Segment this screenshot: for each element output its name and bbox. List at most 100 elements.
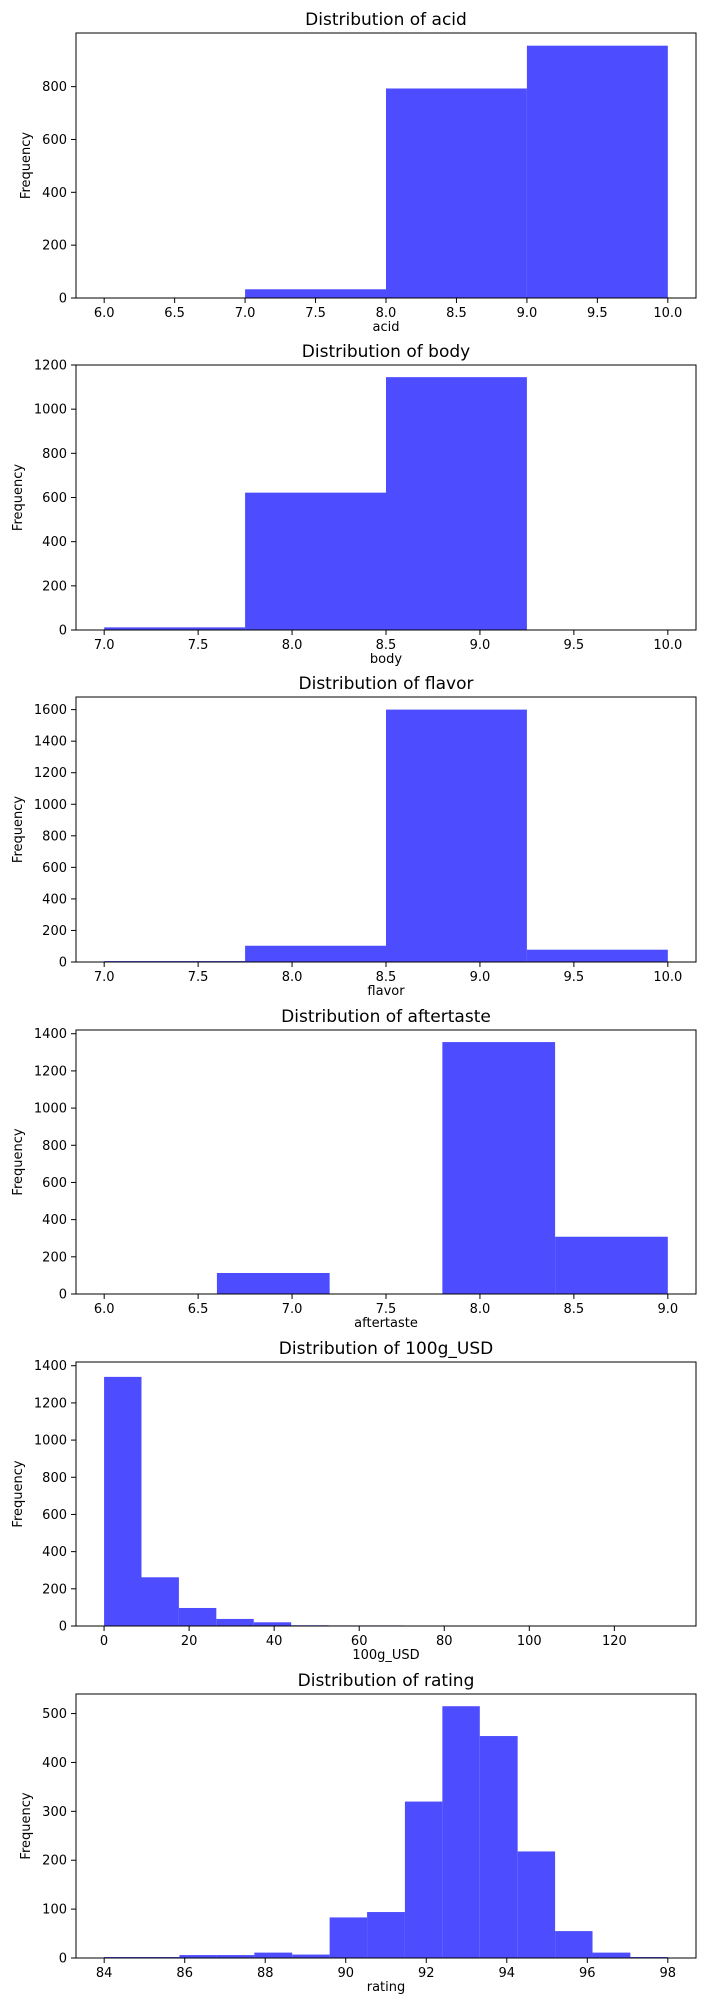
chart-panel: 6.0 6.5 7.0 7.5 8.0 8.5 9.0 9.5 10.0 0 200 400 600 80…	[19, 10, 697, 335]
histogram-bar	[216, 1618, 254, 1626]
x-tick-label: 86	[176, 1966, 193, 1981]
y-axis-label: Frequency	[11, 1460, 26, 1527]
x-tick-label: 92	[418, 1966, 435, 1981]
y-tick-label: 400	[42, 892, 67, 907]
x-tick-label: 8.0	[282, 970, 303, 985]
x-tick-label: 9.0	[517, 306, 538, 321]
y-tick-label: 400	[42, 535, 67, 550]
x-tick-label: 6.5	[164, 306, 185, 321]
histogram-bar	[104, 627, 246, 630]
x-tick-label: 98	[660, 1966, 677, 1981]
histogram-bar	[216, 1955, 255, 1958]
x-tick-label: 9.0	[657, 1302, 678, 1317]
chart-panel: 84 86 88 90 92 94 96 98 0 100 200 300 400 500 Distribu…	[19, 1671, 697, 1995]
x-tick-label: 96	[579, 1966, 596, 1981]
x-tick-label: 7.0	[235, 306, 256, 321]
histogram-bar	[141, 1577, 179, 1626]
x-tick-label: 100	[517, 1634, 542, 1649]
x-tick-label: 7.5	[188, 638, 209, 653]
x-tick-label: 7.0	[94, 638, 115, 653]
x-tick-label: 94	[499, 1966, 516, 1981]
histogram-bar	[517, 1851, 556, 1958]
histogram-bar	[329, 1917, 368, 1958]
y-tick-label: 1000	[34, 1434, 67, 1449]
histogram-bar	[555, 1236, 668, 1294]
x-axis-label: rating	[367, 1980, 406, 1995]
y-tick-label: 1400	[34, 1359, 67, 1374]
chart-title: Distribution of body	[302, 342, 470, 362]
y-tick-label: 200	[42, 924, 67, 939]
y-tick-label: 1200	[34, 1064, 67, 1079]
x-tick-label: 9.5	[587, 306, 608, 321]
y-tick-label: 500	[42, 1707, 67, 1722]
y-axis-label: Frequency	[11, 464, 26, 531]
histogram-bar	[104, 1376, 142, 1626]
y-tick-label: 400	[42, 1213, 67, 1228]
histogram-bar	[386, 88, 527, 298]
histogram-bar	[442, 1706, 480, 1958]
chart-title: Distribution of 100g_USD	[279, 1339, 493, 1359]
x-tick-label: 120	[602, 1634, 627, 1649]
x-tick-label: 6.5	[188, 1302, 209, 1317]
x-tick-label: 8.5	[446, 306, 467, 321]
y-tick-label: 800	[42, 80, 67, 95]
x-tick-label: 8.5	[564, 1302, 585, 1317]
x-tick-label: 0	[100, 1634, 108, 1649]
y-tick-label: 200	[42, 1250, 67, 1265]
chart-title: Distribution of acid	[305, 10, 467, 30]
y-tick-label: 0	[59, 292, 67, 307]
y-axis-label: Frequency	[11, 796, 26, 863]
y-tick-label: 800	[42, 829, 67, 844]
y-tick-label: 1200	[34, 1396, 67, 1411]
y-tick-label: 1200	[34, 766, 67, 781]
x-axis-label: 100g_USD	[352, 1648, 419, 1663]
y-tick-label: 200	[42, 1582, 67, 1597]
x-tick-label: 20	[181, 1634, 198, 1649]
histogram-bar	[386, 377, 527, 630]
x-tick-label: 7.0	[94, 970, 115, 985]
histogram-bar	[404, 1801, 443, 1958]
y-tick-label: 0	[59, 1952, 67, 1967]
histogram-bar	[555, 1931, 593, 1958]
y-tick-label: 0	[59, 956, 67, 971]
histogram-bar	[526, 45, 668, 299]
y-tick-label: 0	[59, 1620, 67, 1635]
y-tick-label: 600	[42, 861, 67, 876]
x-tick-label: 9.5	[564, 970, 585, 985]
x-tick-label: 9.0	[470, 638, 491, 653]
histogram-bar	[216, 1272, 330, 1294]
y-axis-label: Frequency	[11, 1128, 26, 1195]
x-tick-label: 10.0	[653, 306, 682, 321]
x-tick-label: 84	[96, 1966, 113, 1981]
y-tick-label: 1000	[34, 1102, 67, 1117]
chart-title: Distribution of rating	[298, 1671, 475, 1691]
chart-title: Distribution of flavor	[299, 674, 474, 694]
y-axis-label: Frequency	[19, 132, 34, 199]
x-tick-label: 7.0	[282, 1302, 303, 1317]
histogram-bar	[292, 1954, 330, 1958]
y-tick-label: 600	[42, 1508, 67, 1523]
histogram-bar	[442, 1042, 556, 1294]
x-tick-label: 8.5	[376, 638, 397, 653]
x-tick-label: 8.0	[282, 638, 303, 653]
axes-frame	[75, 1693, 697, 1959]
x-tick-label: 7.5	[188, 970, 209, 985]
histogram-bar	[367, 1912, 405, 1958]
x-tick-label: 90	[337, 1966, 354, 1981]
x-axis-label: aftertaste	[354, 1316, 418, 1331]
x-tick-label: 88	[257, 1966, 274, 1981]
x-tick-label: 40	[266, 1634, 283, 1649]
x-axis-label: flavor	[367, 984, 405, 999]
chart-panel: 7.0 7.5 8.0 8.5 9.0 9.5 10.0 0 200 400 600 800 1000 1…	[11, 674, 697, 999]
y-tick-label: 1200	[34, 359, 67, 374]
histogram-bar	[179, 1955, 217, 1958]
y-tick-label: 200	[42, 239, 67, 254]
chart-panel: 7.0 7.5 8.0 8.5 9.0 9.5 10.0 0 200 400 600 800 1000 1…	[11, 342, 697, 667]
histogram-bar	[526, 949, 668, 962]
y-tick-label: 100	[42, 1903, 67, 1918]
x-tick-label: 8.0	[470, 1302, 491, 1317]
y-tick-label: 800	[42, 1471, 67, 1486]
y-tick-label: 300	[42, 1805, 67, 1820]
histogram-bar	[386, 709, 527, 962]
